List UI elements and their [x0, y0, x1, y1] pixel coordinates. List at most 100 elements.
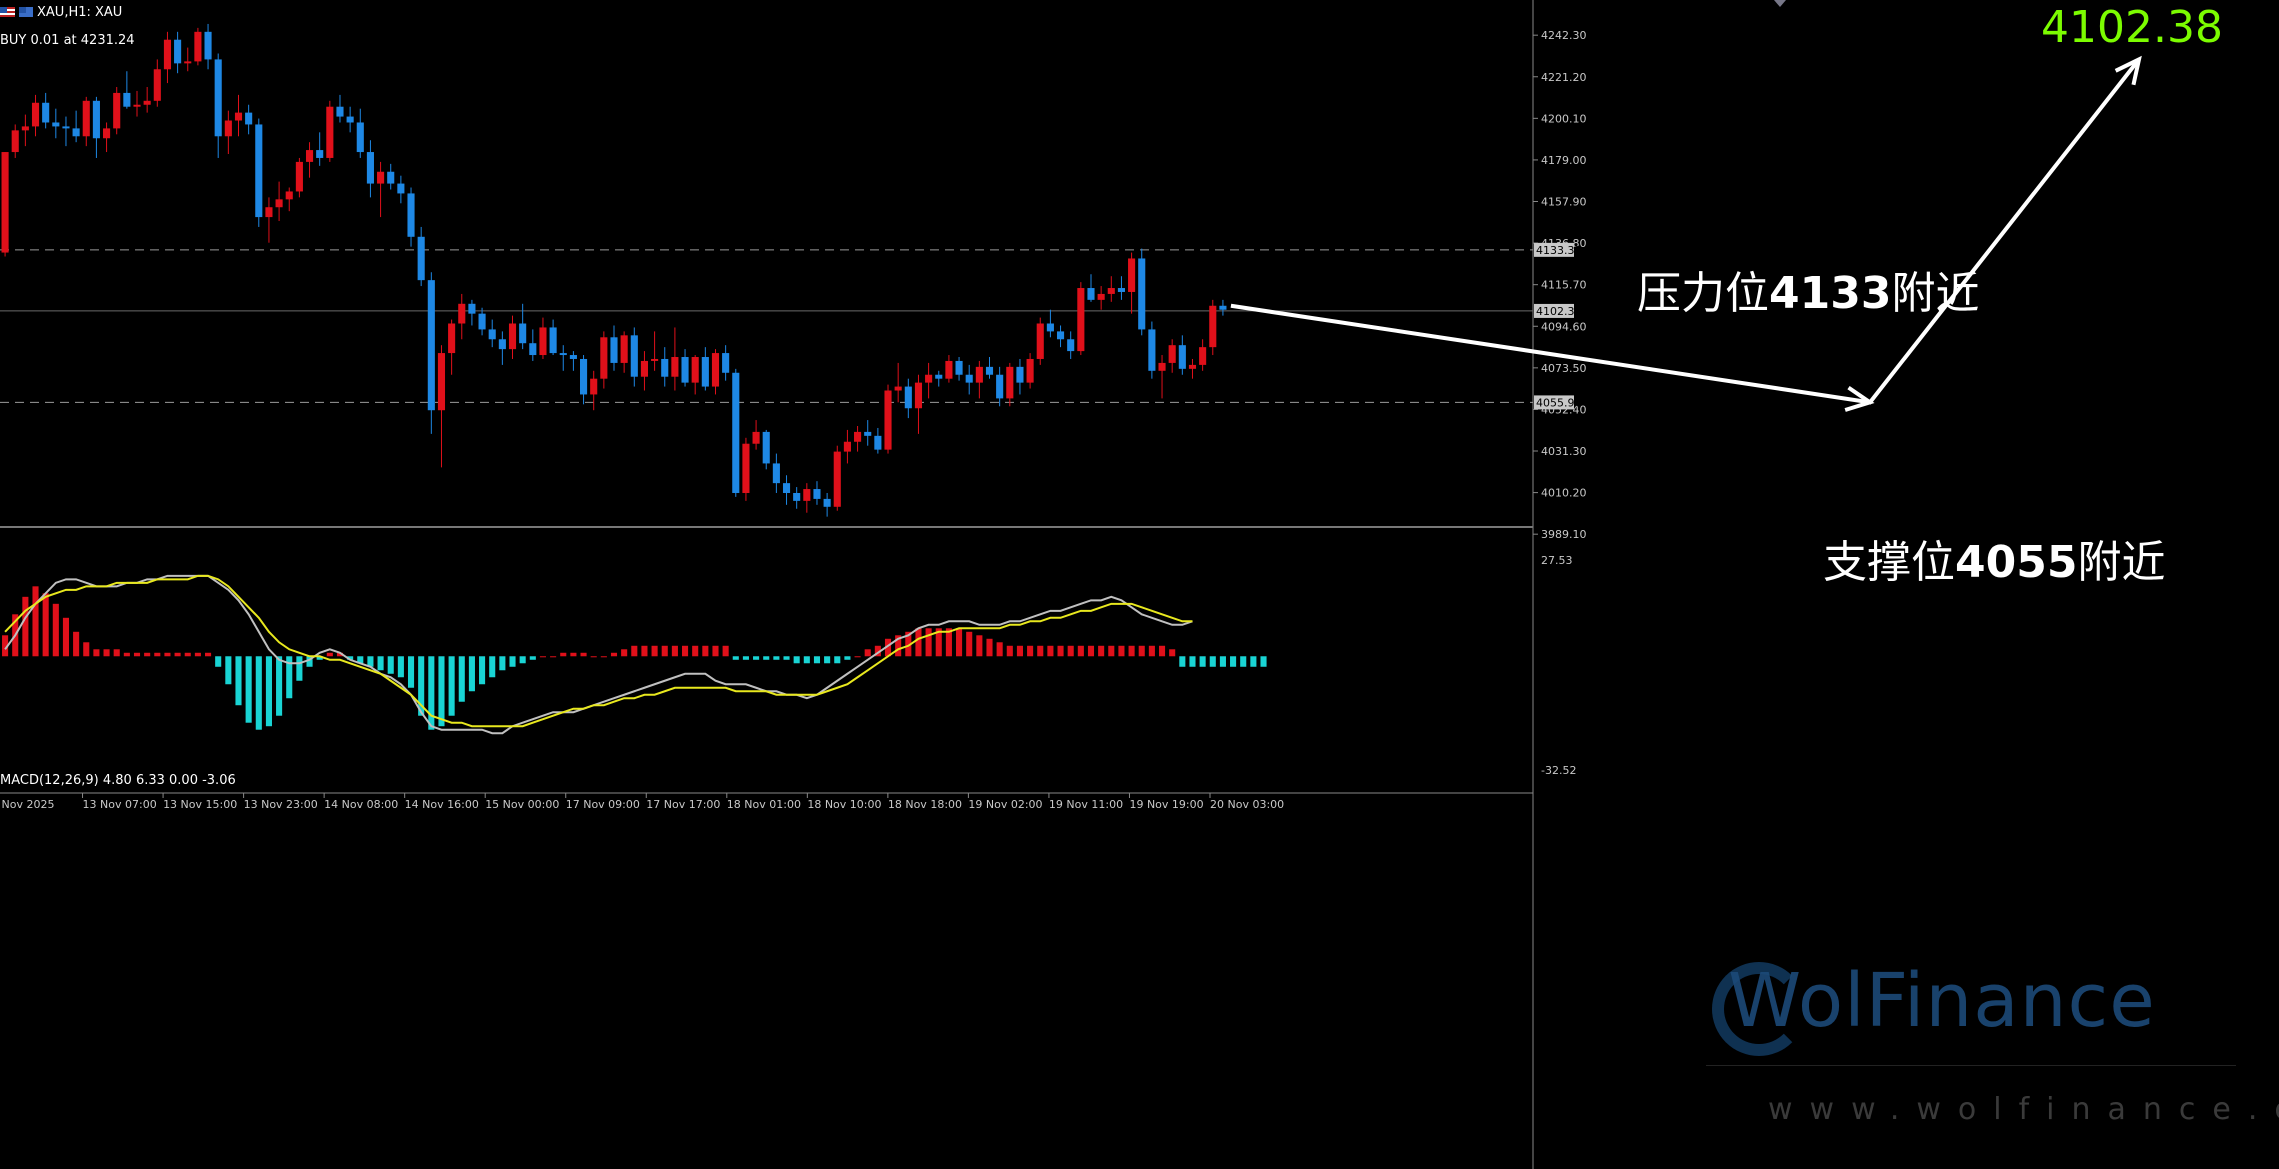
candle-body	[1097, 293, 1105, 300]
macd-histogram-bar	[854, 656, 861, 658]
candle-body	[996, 374, 1004, 399]
candle-body	[519, 323, 527, 344]
macd-histogram-bar	[966, 631, 973, 657]
candle-body	[427, 280, 435, 411]
macd-histogram-bar	[479, 656, 486, 685]
macd-histogram-bar	[235, 656, 242, 706]
macd-histogram-bar	[276, 656, 283, 716]
resistance-prefix: 压力位	[1637, 268, 1769, 319]
macd-histogram-bar	[83, 642, 90, 657]
candle-body	[1016, 366, 1024, 383]
candle-body	[133, 104, 141, 107]
candle-body	[448, 323, 456, 354]
candle-body	[163, 39, 172, 70]
candle-body	[153, 69, 161, 101]
candle-body	[1036, 323, 1044, 359]
macd-histogram-bar	[418, 656, 425, 716]
macd-histogram-bar	[347, 656, 354, 660]
candle-body	[1026, 358, 1034, 383]
macd-histogram-bar	[32, 586, 39, 657]
macd-histogram-bar	[255, 656, 262, 730]
macd-histogram-bar	[326, 652, 333, 657]
price-tick-label: 4094.60	[1541, 320, 1587, 333]
watermark-url: www.wolfinance.com	[1768, 1092, 2279, 1127]
time-tick-label: 17 Nov 09:00	[566, 798, 640, 811]
candle-body	[82, 100, 90, 137]
macd-histogram-bar	[1108, 645, 1115, 657]
candle-body	[72, 128, 80, 137]
macd-axis-top-label: 27.53	[1541, 554, 1573, 567]
macd-histogram-bar	[773, 656, 780, 660]
candle-body	[478, 313, 486, 330]
macd-histogram-bar	[925, 628, 932, 657]
price-level-label: 4102.38	[1536, 305, 1582, 318]
candle-body	[610, 337, 618, 363]
macd-histogram-bar	[1037, 645, 1044, 657]
macd-histogram-bar	[184, 652, 191, 657]
macd-indicator-label: MACD(12,26,9) 4.80 6.33 0.00 -3.06	[0, 773, 236, 788]
candle-body	[113, 92, 121, 129]
macd-histogram-bar	[397, 656, 404, 678]
candle-body	[661, 358, 669, 377]
time-tick-label: 18 Nov 01:00	[727, 798, 801, 811]
macd-histogram-bar	[671, 645, 678, 657]
candle-body	[275, 199, 283, 208]
candle-body	[214, 59, 222, 137]
candle-body	[1128, 258, 1136, 292]
resistance-annotation: 压力位4133附近	[1637, 257, 1979, 321]
macd-histogram-bar	[1240, 656, 1247, 667]
macd-histogram-bar	[864, 649, 871, 657]
price-tick-label: 3989.10	[1541, 528, 1587, 541]
macd-histogram-bar	[935, 628, 942, 657]
macd-histogram-bar	[205, 652, 212, 657]
macd-histogram-bar	[42, 593, 49, 657]
price-tick-label: 4221.20	[1541, 71, 1587, 84]
macd-histogram-bar	[895, 635, 902, 657]
candle-body	[539, 327, 547, 356]
macd-histogram-bar	[590, 656, 597, 658]
candle-body	[62, 126, 70, 129]
macd-histogram-bar	[813, 656, 821, 664]
candle-body	[1067, 339, 1075, 352]
macd-histogram-bar	[164, 652, 171, 657]
macd-histogram-bar	[1006, 645, 1013, 657]
macd-histogram-bar	[1128, 645, 1135, 657]
candle-body	[143, 100, 151, 105]
candle-body	[1077, 288, 1085, 352]
macd-histogram-bar	[93, 649, 100, 657]
support-prefix: 支撑位	[1823, 537, 1955, 588]
macd-histogram-bar	[580, 652, 587, 657]
macd-histogram-bar	[407, 656, 415, 688]
macd-histogram-bar	[133, 652, 141, 657]
candle-body	[407, 193, 415, 237]
resistance-value: 4133	[1769, 268, 1892, 319]
macd-histogram-bar	[945, 628, 952, 657]
candle-body	[255, 124, 263, 218]
candle-body	[651, 358, 659, 361]
macd-histogram-bar	[1169, 649, 1176, 657]
candle-body	[1117, 288, 1125, 292]
macd-histogram-bar	[722, 645, 729, 657]
candle-body	[1168, 345, 1176, 363]
macd-histogram-bar	[803, 656, 810, 664]
candle-body	[925, 374, 933, 383]
candle-body	[1056, 331, 1065, 340]
macd-histogram-bar	[539, 656, 547, 658]
macd-histogram-bar	[915, 628, 922, 657]
candle-body	[559, 353, 567, 356]
macd-histogram-bar	[245, 656, 252, 723]
macd-histogram-bar	[742, 656, 749, 660]
macd-histogram-bar	[560, 652, 567, 657]
us-flag-icon	[0, 7, 15, 17]
macd-histogram-bar	[1250, 656, 1257, 667]
candle-body	[701, 357, 709, 387]
macd-histogram-bar	[681, 645, 689, 657]
price-tick-label: 4200.10	[1541, 112, 1587, 125]
candle-body	[965, 374, 973, 383]
candle-body	[1188, 364, 1197, 369]
candle-body	[377, 171, 385, 184]
macd-histogram-bar	[610, 652, 618, 657]
macd-histogram-bar	[702, 645, 709, 657]
candle-body	[184, 61, 192, 64]
